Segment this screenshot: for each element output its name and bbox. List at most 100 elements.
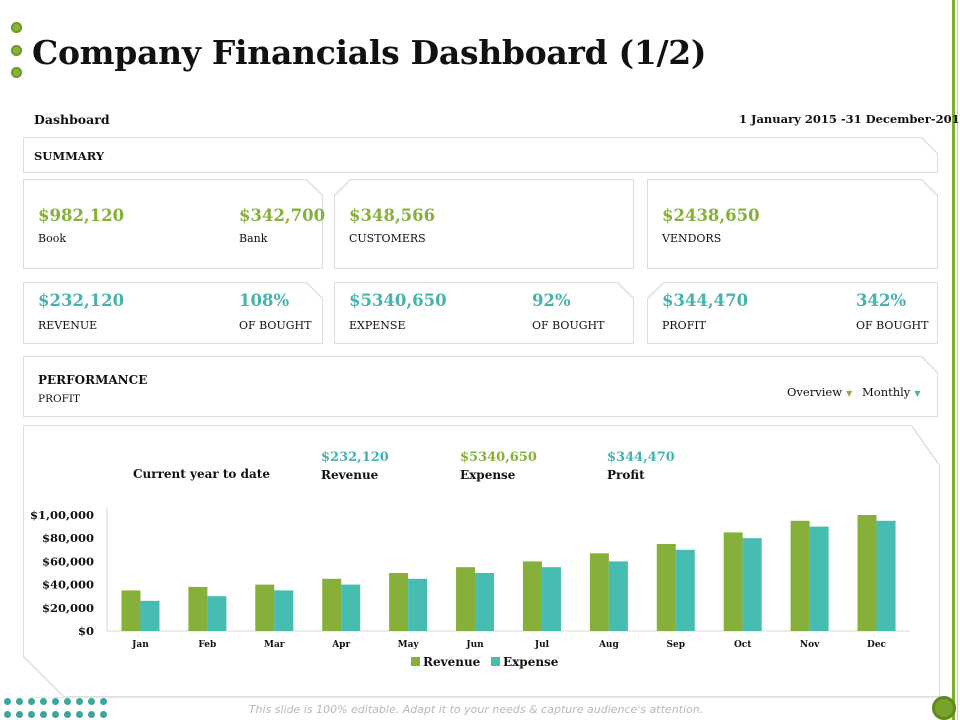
x-tick-label: Jun bbox=[465, 640, 484, 650]
metric-card-revenue bbox=[23, 282, 323, 344]
bar-revenue bbox=[322, 578, 342, 631]
bar-expense bbox=[608, 561, 628, 631]
x-tick-label: May bbox=[398, 640, 420, 650]
decor-dot bbox=[64, 698, 71, 705]
summary-card-vendors bbox=[647, 179, 938, 269]
bar-expense bbox=[475, 573, 495, 631]
bar-revenue bbox=[723, 532, 743, 631]
bar-chart: $0 $20,000 $40,000 $60,000 $80,000 $1,00,000 J… bbox=[30, 507, 910, 669]
expense-pct-label: OF BOUGHT bbox=[532, 319, 605, 332]
x-tick-label: Jul bbox=[534, 640, 550, 650]
ytd-expense-label: Expense bbox=[460, 468, 516, 482]
vendors-label: VENDORS bbox=[662, 232, 722, 245]
monthly-dropdown[interactable]: Monthly ▼ bbox=[862, 385, 920, 399]
bar-expense bbox=[675, 549, 695, 631]
decor-dot bbox=[11, 45, 22, 56]
revenue-pct-label: OF BOUGHT bbox=[239, 319, 312, 332]
revenue-pct: 108% bbox=[239, 291, 290, 310]
decor-dot bbox=[11, 22, 22, 33]
overview-dropdown[interactable]: Overview ▼ bbox=[787, 385, 852, 399]
decor-dot bbox=[40, 711, 47, 718]
decor-dot bbox=[16, 698, 23, 705]
revenue-value: $232,120 bbox=[38, 291, 125, 310]
bar-revenue bbox=[255, 584, 275, 631]
profit-value: $344,470 bbox=[662, 291, 749, 310]
decor-dot bbox=[16, 711, 23, 718]
date-range: 1 January 2015 -31 December-2015 bbox=[739, 112, 960, 126]
x-tick-label: Oct bbox=[734, 640, 752, 650]
decor-dot bbox=[76, 711, 83, 718]
y-tick-label: $20,000 bbox=[42, 601, 94, 615]
y-tick-label: $80,000 bbox=[42, 531, 94, 545]
decor-dot bbox=[4, 698, 11, 705]
decor-dot bbox=[76, 698, 83, 705]
decor-dot bbox=[28, 711, 35, 718]
legend-label: Revenue bbox=[423, 655, 481, 669]
x-tick-label: Feb bbox=[198, 640, 216, 650]
book-label: Book bbox=[38, 232, 66, 245]
decor-dot bbox=[64, 711, 71, 718]
summary-card-book-bank bbox=[23, 179, 323, 269]
ytd-expense-value: $5340,650 bbox=[460, 450, 537, 465]
bar-expense bbox=[541, 567, 561, 631]
right-accent-bar bbox=[952, 0, 955, 720]
bar-revenue bbox=[121, 590, 141, 631]
customers-label: CUSTOMERS bbox=[349, 232, 426, 245]
x-tick-label: Sep bbox=[667, 640, 686, 650]
vendors-value: $2438,650 bbox=[662, 206, 760, 225]
footer-note: This slide is 100% editable. Adapt it to… bbox=[248, 703, 704, 716]
y-tick-label: $40,000 bbox=[42, 578, 94, 592]
decor-dot bbox=[40, 698, 47, 705]
legend-swatch bbox=[491, 657, 500, 666]
legend-swatch bbox=[411, 657, 420, 666]
page-title: Company Financials Dashboard (1/2) bbox=[32, 33, 707, 72]
metric-card-expense bbox=[334, 282, 634, 344]
bar-revenue bbox=[522, 561, 542, 631]
chevron-down-icon: ▼ bbox=[846, 389, 853, 398]
y-tick-label: $60,000 bbox=[42, 554, 94, 568]
bar-expense bbox=[341, 584, 361, 631]
bank-value: $342,700 bbox=[239, 206, 326, 225]
expense-label: EXPENSE bbox=[349, 319, 406, 332]
footer-rule bbox=[30, 697, 940, 698]
summary-card-customers bbox=[334, 179, 634, 269]
bar-revenue bbox=[656, 544, 676, 631]
decor-dot bbox=[11, 67, 22, 78]
profit-label: PROFIT bbox=[662, 319, 707, 332]
decor-dot bbox=[28, 698, 35, 705]
summary-label: SUMMARY bbox=[34, 149, 105, 163]
x-tick-label: Dec bbox=[867, 640, 887, 650]
profit-pct-label: OF BOUGHT bbox=[856, 319, 929, 332]
performance-subtitle: PROFIT bbox=[38, 393, 81, 405]
bar-expense bbox=[876, 520, 896, 631]
bar-revenue bbox=[790, 520, 810, 631]
right-accent-line bbox=[957, 0, 958, 720]
metric-card-profit bbox=[647, 282, 938, 344]
ytd-revenue-value: $232,120 bbox=[321, 450, 389, 465]
legend-label: Expense bbox=[503, 655, 559, 669]
bar-expense bbox=[207, 596, 227, 631]
expense-value: $5340,650 bbox=[349, 291, 447, 310]
ytd-profit-label: Profit bbox=[607, 468, 645, 482]
decor-dot bbox=[52, 698, 59, 705]
y-tick-label: $1,00,000 bbox=[30, 508, 94, 522]
bar-revenue bbox=[389, 573, 409, 631]
bar-revenue bbox=[589, 553, 609, 631]
ytd-revenue-label: Revenue bbox=[321, 468, 379, 482]
x-tick-label: Aug bbox=[598, 640, 620, 650]
y-tick-label: $0 bbox=[78, 624, 94, 638]
decor-dot bbox=[88, 698, 95, 705]
decor-dot bbox=[88, 711, 95, 718]
bar-expense bbox=[742, 538, 762, 631]
overview-label: Overview bbox=[787, 385, 843, 399]
monthly-label: Monthly bbox=[862, 385, 911, 399]
bar-revenue bbox=[456, 567, 476, 631]
bar-revenue bbox=[188, 586, 208, 631]
bar-expense bbox=[274, 590, 294, 631]
chart-panel bbox=[23, 425, 940, 697]
bar-expense bbox=[408, 578, 428, 631]
bar-expense bbox=[809, 526, 829, 631]
decor-dot bbox=[52, 711, 59, 718]
chevron-down-icon: ▼ bbox=[914, 389, 921, 398]
dashboard-label: Dashboard bbox=[34, 112, 110, 127]
